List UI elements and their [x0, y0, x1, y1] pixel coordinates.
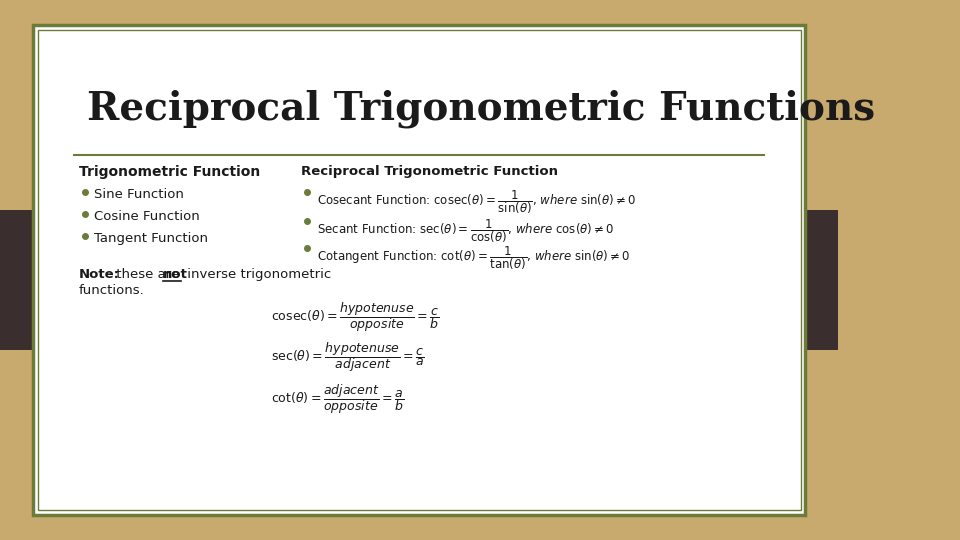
Text: $\mathrm{cot}(\theta) = \dfrac{\mathit{adjacent}}{\mathit{opposite}} = \dfrac{a}: $\mathrm{cot}(\theta) = \dfrac{\mathit{a…: [271, 382, 404, 416]
Text: $\mathrm{cosec}(\theta) = \dfrac{\mathit{hypotenuse}}{\mathit{opposite}} = \dfra: $\mathrm{cosec}(\theta) = \dfrac{\mathit…: [271, 300, 440, 334]
Text: Cotangent Function: $\mathrm{cot}(\theta) = \dfrac{1}{\tan(\theta)}$, $\mathit{w: Cotangent Function: $\mathrm{cot}(\theta…: [317, 244, 631, 272]
Text: Note:: Note:: [79, 268, 120, 281]
Text: Tangent Function: Tangent Function: [94, 232, 208, 245]
Text: Cosecant Function: $\mathrm{cosec}(\theta) = \dfrac{1}{\sin(\theta)}$, $\mathit{: Cosecant Function: $\mathrm{cosec}(\thet…: [317, 188, 636, 215]
Text: Reciprocal Trigonometric Functions: Reciprocal Trigonometric Functions: [87, 90, 876, 129]
Text: Trigonometric Function: Trigonometric Function: [79, 165, 260, 179]
FancyBboxPatch shape: [0, 210, 48, 350]
Text: Reciprocal Trigonometric Function: Reciprocal Trigonometric Function: [301, 165, 559, 178]
Text: Secant Function: $\mathrm{sec}(\theta) = \dfrac{1}{\cos(\theta)}$, $\mathit{wher: Secant Function: $\mathrm{sec}(\theta) =…: [317, 217, 614, 245]
Text: Cosine Function: Cosine Function: [94, 210, 200, 223]
FancyBboxPatch shape: [790, 210, 838, 350]
Text: these are: these are: [111, 268, 183, 281]
Text: not: not: [163, 268, 188, 281]
Text: functions.: functions.: [79, 284, 144, 297]
Text: $\mathrm{sec}(\theta) = \dfrac{\mathit{hypotenuse}}{\mathit{adjacent}} = \dfrac{: $\mathrm{sec}(\theta) = \dfrac{\mathit{h…: [271, 340, 424, 374]
Text: inverse trigonometric: inverse trigonometric: [182, 268, 331, 281]
Text: Sine Function: Sine Function: [94, 188, 184, 201]
FancyBboxPatch shape: [34, 25, 805, 515]
